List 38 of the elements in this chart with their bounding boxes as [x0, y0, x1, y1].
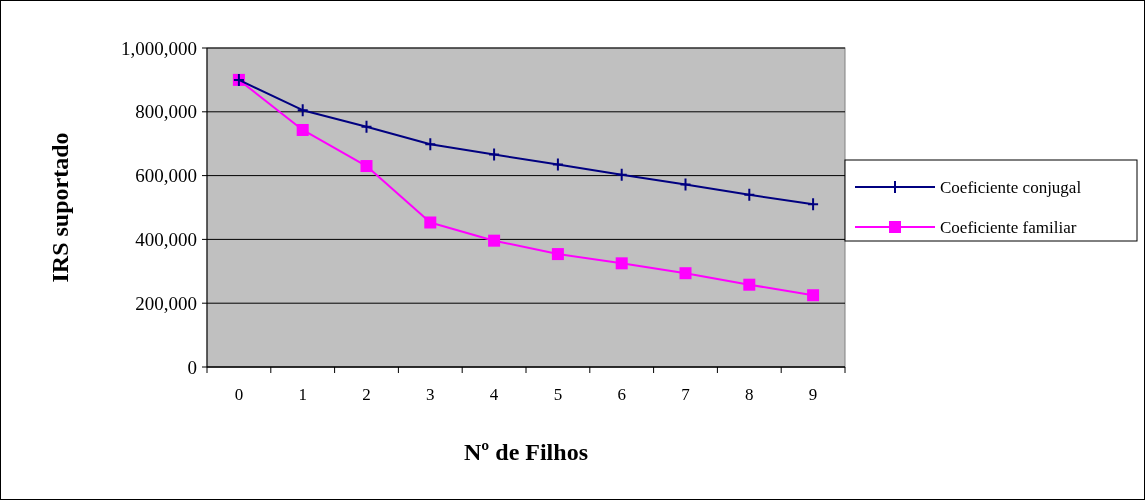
point — [679, 267, 692, 280]
x-tick-label: 3 — [426, 385, 435, 404]
point — [360, 119, 373, 134]
x-tick-label: 6 — [617, 385, 626, 404]
x-tick-label: 4 — [489, 385, 499, 404]
y-tick-label: 200,000 — [135, 292, 197, 314]
point — [551, 248, 564, 261]
x-tick-label: 9 — [808, 385, 818, 404]
x-axis-title: Nº de Filhos — [464, 439, 588, 465]
point — [488, 234, 501, 247]
point — [743, 187, 756, 202]
y-tick-label: 600,000 — [135, 165, 197, 187]
point — [488, 147, 501, 162]
y-tick-label: 800,000 — [135, 101, 197, 123]
point — [615, 257, 628, 270]
y-tick-label: 400,000 — [135, 229, 197, 251]
point — [296, 103, 309, 118]
y-axis-title: IRS suportado — [47, 132, 73, 283]
point — [807, 289, 820, 302]
point — [807, 197, 820, 212]
point — [360, 160, 373, 173]
point — [424, 216, 437, 229]
x-tick-label: 5 — [553, 385, 563, 404]
point — [615, 167, 628, 182]
point — [424, 137, 437, 152]
x-tick-label: 1 — [298, 385, 307, 404]
x-tick-label: 2 — [362, 385, 371, 404]
point — [679, 177, 692, 192]
point — [551, 157, 564, 172]
point — [296, 123, 309, 136]
point — [743, 278, 756, 291]
x-tick-label: 8 — [745, 385, 754, 404]
legend-label: Coeficiente familiar — [940, 217, 1077, 237]
y-tick-label: 0 — [187, 356, 197, 378]
legend-label: Coeficiente conjugal — [940, 177, 1082, 197]
x-tick-label: 7 — [681, 385, 691, 404]
y-tick-label: 1,000,000 — [121, 37, 197, 59]
x-tick-label: 0 — [234, 385, 244, 404]
